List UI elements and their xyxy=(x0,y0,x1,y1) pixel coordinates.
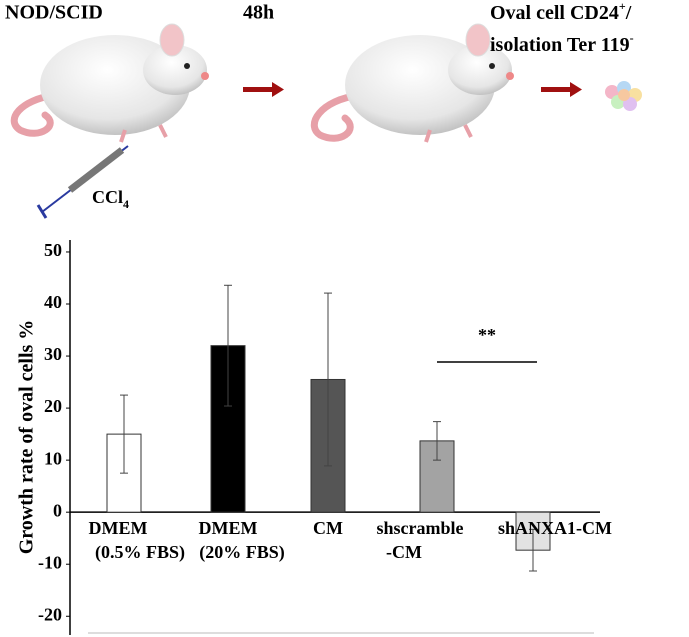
error-bar xyxy=(120,394,128,474)
error-bar xyxy=(433,421,441,461)
text: isolation Ter 119 xyxy=(490,34,630,56)
y-tick-label: 20 xyxy=(44,396,62,416)
error-bar xyxy=(324,292,332,467)
mouse-2 xyxy=(310,23,514,143)
x-tick-label: (0.5% FBS) xyxy=(95,542,185,563)
x-tick-label: (20% FBS) xyxy=(199,542,285,563)
subscript: 4 xyxy=(123,197,129,211)
text: / xyxy=(625,2,632,24)
mouse-1 xyxy=(10,23,209,143)
significance-label: ** xyxy=(478,325,496,345)
y-tick-label: 30 xyxy=(44,344,62,364)
y-tick-label: 40 xyxy=(44,292,62,312)
step-label: 48h xyxy=(243,2,274,24)
x-tick-label: DMEM xyxy=(89,518,148,538)
x-tick-label: CM xyxy=(313,518,343,538)
text: CCl xyxy=(92,187,123,207)
x-tick-label: shANXA1-CM xyxy=(498,518,612,538)
error-bar xyxy=(529,528,537,572)
y-tick-label: 50 xyxy=(44,240,62,260)
syringe xyxy=(36,145,129,219)
y-tick-label: 0 xyxy=(53,500,62,520)
x-tick-label: shscramble xyxy=(377,518,464,538)
drug-label: CCl4 xyxy=(92,187,129,211)
oval-cells xyxy=(605,81,642,111)
y-tick-label: -10 xyxy=(38,552,62,572)
error-bar xyxy=(224,284,232,407)
superscript: + xyxy=(619,0,626,13)
x-tick-label: -CM xyxy=(386,542,422,562)
step-label: isolation Ter 119- xyxy=(490,31,634,56)
superscript: - xyxy=(630,31,634,45)
y-tick-label: 10 xyxy=(44,448,62,468)
step-label: NOD/SCID xyxy=(5,2,103,24)
x-tick-label: DMEM xyxy=(199,518,258,538)
step-label: Oval cell CD24+/ xyxy=(490,0,632,24)
text: Oval cell CD24 xyxy=(490,2,619,24)
y-tick-label: -20 xyxy=(38,604,62,624)
arrows xyxy=(243,82,582,97)
y-axis-label: Growth rate of oval cells % xyxy=(16,320,38,555)
